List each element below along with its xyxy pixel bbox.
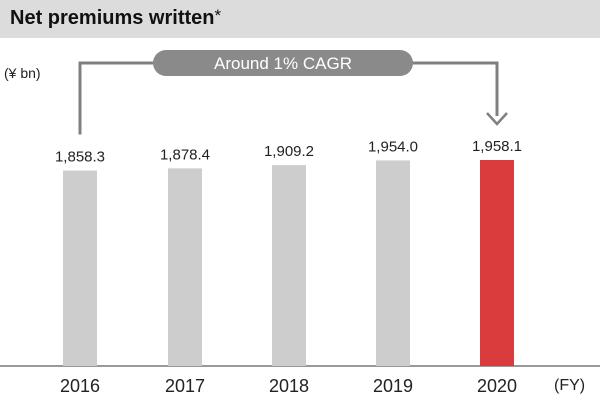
cagr-annotation-label: Around 1% CAGR bbox=[214, 54, 352, 73]
data-label-2018: 1,909.2 bbox=[264, 143, 314, 160]
bar-2020 bbox=[480, 160, 514, 366]
data-label-2020: 1,958.1 bbox=[472, 138, 522, 155]
bar-2017 bbox=[168, 168, 202, 366]
chart-title-text: Net premiums written bbox=[10, 7, 215, 29]
data-label-2016: 1,858.3 bbox=[55, 148, 105, 165]
data-label-2017: 1,878.4 bbox=[160, 146, 210, 163]
x-unit-label: (FY) bbox=[554, 377, 585, 394]
cagr-arrow-icon bbox=[486, 112, 508, 126]
bar-2018 bbox=[272, 165, 306, 366]
bar-2019 bbox=[376, 160, 410, 366]
plot-area: 1,858.3 2016 1,878.4 2017 1,909.2 2018 1,954.0… bbox=[0, 50, 600, 396]
x-tick-label-2020: 2020 bbox=[477, 376, 517, 396]
x-tick-label-2019: 2019 bbox=[373, 376, 413, 396]
chart-title-footnote-mark: * bbox=[214, 6, 222, 25]
x-tick-label-2018: 2018 bbox=[269, 376, 309, 396]
data-label-2019: 1,954.0 bbox=[368, 138, 418, 155]
x-tick-label-2017: 2017 bbox=[165, 376, 205, 396]
chart-title: Net premiums written* bbox=[10, 6, 222, 30]
cagr-annotation-pill bbox=[153, 50, 413, 76]
y-unit-label: (¥ bn) bbox=[4, 65, 41, 81]
x-tick-label-2016: 2016 bbox=[60, 376, 100, 396]
bar-2016 bbox=[63, 170, 97, 366]
chart-header: Net premiums written* bbox=[0, 0, 600, 38]
